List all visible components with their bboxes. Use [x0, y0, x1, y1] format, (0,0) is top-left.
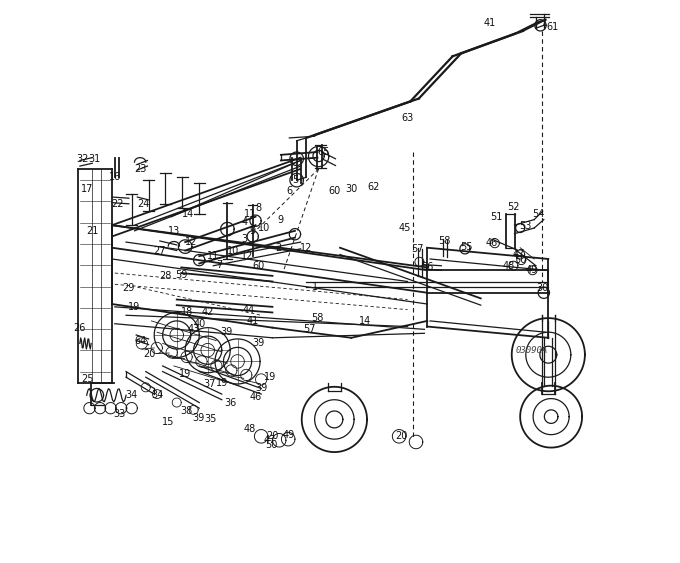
- Text: 13: 13: [168, 226, 180, 236]
- Text: 12: 12: [241, 251, 253, 261]
- Text: 62: 62: [368, 182, 380, 192]
- Text: 63: 63: [401, 113, 413, 123]
- Text: 21: 21: [86, 226, 99, 236]
- Text: 20: 20: [143, 348, 156, 359]
- Text: 58: 58: [311, 313, 324, 323]
- Text: 10: 10: [227, 245, 239, 256]
- Text: 8: 8: [255, 203, 261, 213]
- Text: 50: 50: [514, 255, 526, 265]
- Text: 32: 32: [77, 154, 89, 164]
- Text: 25: 25: [82, 374, 94, 384]
- Text: 34: 34: [126, 390, 138, 400]
- Text: 46: 46: [250, 392, 262, 402]
- Text: 61: 61: [547, 22, 559, 32]
- Text: 36: 36: [224, 397, 237, 408]
- Text: 43: 43: [188, 324, 200, 334]
- Text: 60: 60: [252, 261, 265, 271]
- Text: 49: 49: [282, 430, 294, 440]
- Text: 9: 9: [250, 226, 256, 236]
- Text: 39: 39: [252, 338, 265, 348]
- Text: 16: 16: [109, 172, 121, 182]
- Text: 11: 11: [244, 209, 256, 219]
- Text: 39: 39: [255, 383, 267, 394]
- Text: 38: 38: [181, 406, 193, 416]
- Text: 56: 56: [421, 262, 433, 272]
- Text: 50: 50: [265, 440, 277, 450]
- Text: 31: 31: [88, 154, 100, 164]
- Text: 41: 41: [483, 17, 495, 28]
- Text: 03090A: 03090A: [515, 346, 548, 355]
- Text: 39: 39: [220, 327, 233, 337]
- Text: 6: 6: [286, 186, 292, 196]
- Text: 2: 2: [275, 243, 282, 253]
- Text: 24: 24: [137, 199, 149, 209]
- Text: 44: 44: [243, 305, 255, 315]
- Text: 17: 17: [80, 184, 93, 194]
- Text: 10: 10: [258, 223, 270, 233]
- Text: 49: 49: [525, 265, 538, 275]
- Text: 20: 20: [267, 431, 279, 441]
- Text: 48: 48: [503, 261, 515, 271]
- Text: 18: 18: [181, 307, 193, 318]
- Text: 19: 19: [179, 369, 191, 379]
- Text: 57: 57: [303, 324, 316, 334]
- Text: 14: 14: [359, 316, 371, 326]
- Text: 37: 37: [203, 379, 216, 389]
- Text: 3: 3: [241, 234, 248, 244]
- Text: 40: 40: [193, 319, 205, 329]
- Text: 7: 7: [216, 260, 222, 270]
- Text: 4: 4: [241, 217, 248, 227]
- Text: 55: 55: [460, 242, 473, 252]
- Text: 48: 48: [244, 424, 256, 434]
- Text: 30: 30: [537, 283, 549, 293]
- Text: 29: 29: [122, 283, 135, 293]
- Text: 14: 14: [182, 209, 194, 219]
- Text: 11: 11: [207, 251, 220, 261]
- Text: 57: 57: [411, 244, 424, 254]
- Text: 30: 30: [345, 184, 358, 194]
- Text: 19: 19: [129, 302, 141, 312]
- Text: 23: 23: [134, 164, 146, 174]
- Text: 45: 45: [398, 223, 411, 233]
- Text: 39: 39: [192, 413, 204, 423]
- Text: 51: 51: [490, 212, 503, 222]
- Text: 47: 47: [513, 249, 525, 260]
- Text: 15: 15: [162, 417, 175, 427]
- Text: 35: 35: [204, 414, 217, 425]
- Text: 47: 47: [263, 435, 276, 445]
- Text: 12: 12: [300, 243, 312, 253]
- Text: 9: 9: [278, 215, 284, 225]
- Text: 58: 58: [438, 236, 450, 246]
- Text: 20: 20: [396, 431, 408, 441]
- Text: 19: 19: [264, 372, 276, 382]
- Text: 64: 64: [134, 336, 146, 346]
- Text: 46: 46: [486, 238, 498, 248]
- Text: 59: 59: [175, 270, 188, 280]
- Text: 33: 33: [113, 409, 125, 419]
- Text: 65: 65: [317, 147, 329, 157]
- Text: 1: 1: [311, 282, 318, 292]
- Text: 27: 27: [154, 245, 166, 256]
- Text: 41: 41: [247, 316, 259, 326]
- Text: 26: 26: [73, 323, 86, 333]
- Text: 53: 53: [520, 221, 532, 231]
- Text: 28: 28: [159, 271, 171, 281]
- Text: 5: 5: [292, 175, 298, 185]
- Text: 54: 54: [532, 209, 545, 219]
- Text: 60: 60: [328, 186, 341, 196]
- Text: 12: 12: [184, 237, 197, 247]
- Text: 22: 22: [112, 199, 124, 209]
- Text: 42: 42: [201, 307, 214, 318]
- Text: 34: 34: [151, 390, 163, 400]
- Text: 52: 52: [507, 202, 520, 212]
- Text: 19: 19: [216, 378, 228, 388]
